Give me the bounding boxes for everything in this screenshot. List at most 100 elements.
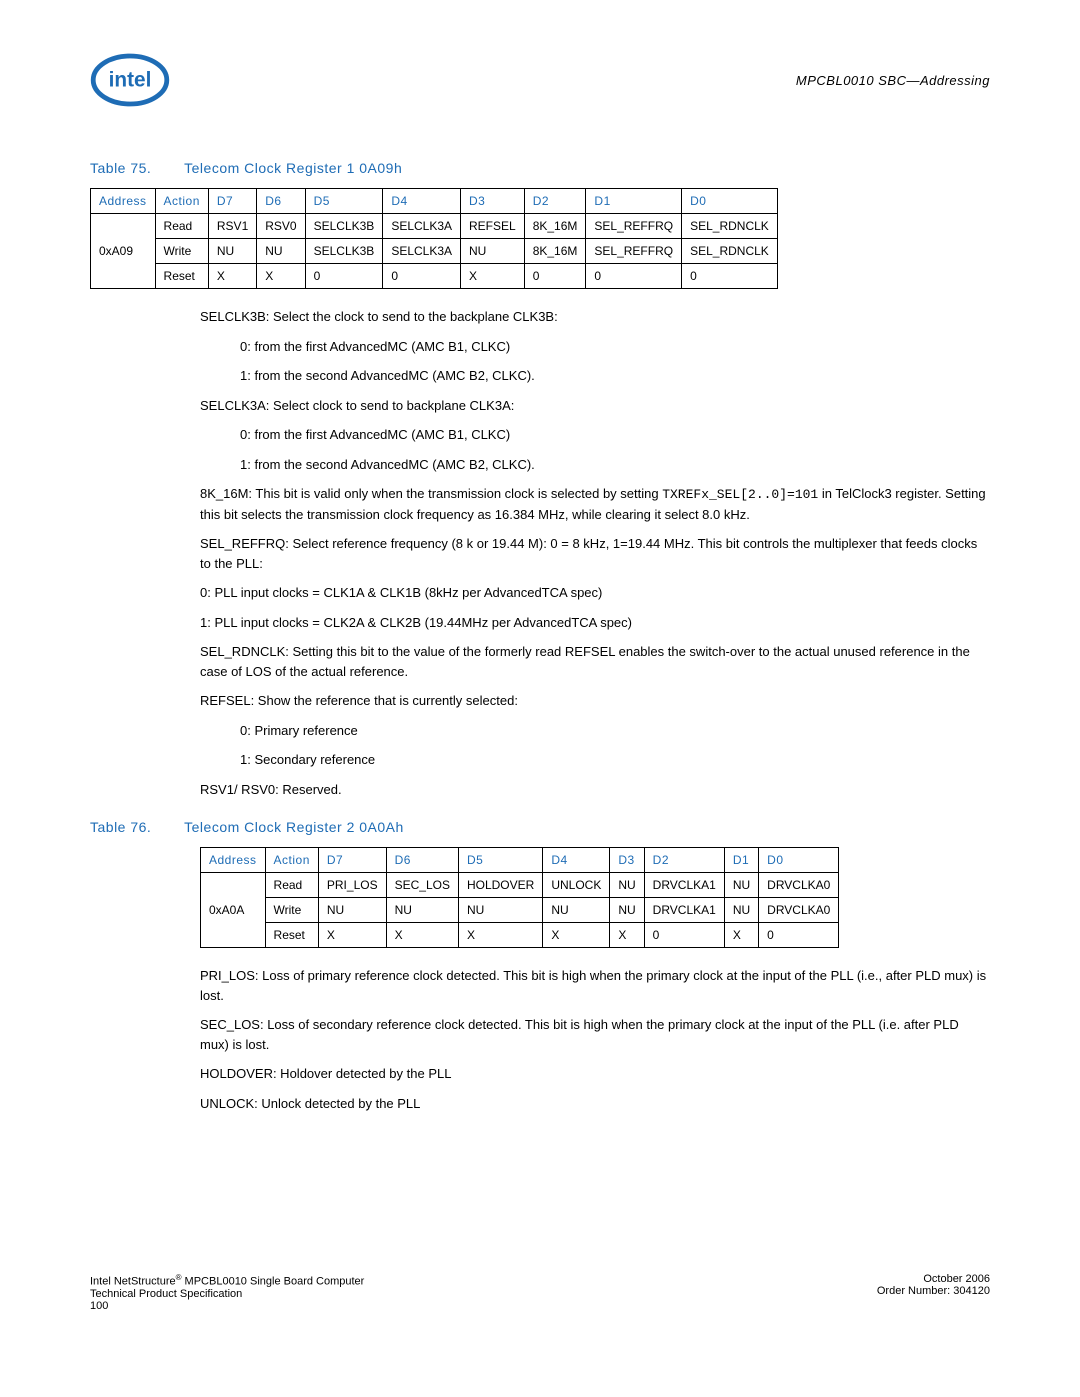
th: D4 xyxy=(383,189,461,214)
note-mono: TXREFx_SEL[2..0]=101 xyxy=(662,487,818,502)
td: 0 xyxy=(682,264,778,289)
td: NU xyxy=(724,873,758,898)
td: Write xyxy=(155,239,208,264)
td: X xyxy=(458,923,542,948)
table-row: Write NU NU SELCLK3B SELCLK3A NU 8K_16M … xyxy=(91,239,778,264)
footer-line3: 100 xyxy=(90,1300,364,1312)
td: SELCLK3B xyxy=(305,239,383,264)
td: 0 xyxy=(759,923,839,948)
td: X xyxy=(543,923,610,948)
note-span: 8K_16M: This bit is valid only when the … xyxy=(200,486,662,501)
note-p: SEC_LOS: Loss of secondary reference clo… xyxy=(200,1015,990,1054)
th: D5 xyxy=(305,189,383,214)
td: X xyxy=(724,923,758,948)
th: D0 xyxy=(759,848,839,873)
table75: Address Action D7 D6 D5 D4 D3 D2 D1 D0 0… xyxy=(90,188,778,289)
td: X xyxy=(318,923,386,948)
table75-prefix: Table 75. xyxy=(90,160,180,176)
table76-title: Table 76. Telecom Clock Register 2 0A0Ah xyxy=(90,819,990,835)
td: SEL_REFFRQ xyxy=(586,214,682,239)
intel-logo: intel xyxy=(90,50,170,110)
note-sub: 0: from the first AdvancedMC (AMC B1, CL… xyxy=(240,337,990,357)
footer-date: October 2006 xyxy=(877,1273,990,1285)
table-row: Reset X X X X X 0 X 0 xyxy=(201,923,839,948)
td: NU xyxy=(458,898,542,923)
note-sub: 0: Primary reference xyxy=(240,721,990,741)
td: X xyxy=(461,264,525,289)
footer-text: Intel NetStructure xyxy=(90,1276,176,1288)
table75-title: Table 75. Telecom Clock Register 1 0A09h xyxy=(90,160,990,176)
th: D6 xyxy=(386,848,458,873)
note-p: SEL_RDNCLK: Setting this bit to the valu… xyxy=(200,642,990,681)
td: Reset xyxy=(265,923,318,948)
note-p: HOLDOVER: Holdover detected by the PLL xyxy=(200,1064,990,1084)
td: REFSEL xyxy=(461,214,525,239)
th: D2 xyxy=(524,189,586,214)
td: 8K_16M xyxy=(524,214,586,239)
td: SELCLK3A xyxy=(383,214,461,239)
td: SEL_REFFRQ xyxy=(586,239,682,264)
td: X xyxy=(610,923,644,948)
header-doc-title: MPCBL0010 SBC—Addressing xyxy=(796,73,990,88)
th: D7 xyxy=(208,189,256,214)
td: 0 xyxy=(524,264,586,289)
td: NU xyxy=(208,239,256,264)
page: intel MPCBL0010 SBC—Addressing Table 75.… xyxy=(0,0,1080,1352)
note-p: RSV1/ RSV0: Reserved. xyxy=(200,780,990,800)
note-p: PRI_LOS: Loss of primary reference clock… xyxy=(200,966,990,1005)
td: NU xyxy=(724,898,758,923)
td: X xyxy=(257,264,305,289)
note-p: SELCLK3A: Select clock to send to backpl… xyxy=(200,396,990,416)
td: NU xyxy=(386,898,458,923)
footer-line2: Technical Product Specification xyxy=(90,1288,364,1300)
th: D0 xyxy=(682,189,778,214)
td: DRVCLKA0 xyxy=(759,898,839,923)
td: SELCLK3B xyxy=(305,214,383,239)
td: 0 xyxy=(586,264,682,289)
td: Read xyxy=(265,873,318,898)
notes76-block: PRI_LOS: Loss of primary reference clock… xyxy=(200,966,990,1113)
page-header: intel MPCBL0010 SBC—Addressing xyxy=(90,50,990,110)
td: DRVCLKA1 xyxy=(644,898,724,923)
footer-text: MPCBL0010 Single Board Computer xyxy=(182,1276,365,1288)
td: 0 xyxy=(305,264,383,289)
td: UNLOCK xyxy=(543,873,610,898)
td: NU xyxy=(610,873,644,898)
note-sub: 0: from the first AdvancedMC (AMC B1, CL… xyxy=(240,425,990,445)
td: 0 xyxy=(383,264,461,289)
td: X xyxy=(208,264,256,289)
table-row: Write NU NU NU NU NU DRVCLKA1 NU DRVCLKA… xyxy=(201,898,839,923)
note-sub: 1: from the second AdvancedMC (AMC B2, C… xyxy=(240,366,990,386)
td: SEL_RDNCLK xyxy=(682,239,778,264)
table76-prefix: Table 76. xyxy=(90,819,180,835)
note-p: REFSEL: Show the reference that is curre… xyxy=(200,691,990,711)
td: NU xyxy=(610,898,644,923)
td: NU xyxy=(461,239,525,264)
note-p: SEL_REFFRQ: Select reference frequency (… xyxy=(200,534,990,573)
th: D7 xyxy=(318,848,386,873)
table-row: 0xA0A Read PRI_LOS SEC_LOS HOLDOVER UNLO… xyxy=(201,873,839,898)
td: 0 xyxy=(644,923,724,948)
th: Action xyxy=(155,189,208,214)
page-footer: Intel NetStructure® MPCBL0010 Single Boa… xyxy=(90,1273,990,1312)
th: Address xyxy=(201,848,266,873)
table-row: 0xA09 Read RSV1 RSV0 SELCLK3B SELCLK3A R… xyxy=(91,214,778,239)
td: Write xyxy=(265,898,318,923)
th: D5 xyxy=(458,848,542,873)
svg-text:intel: intel xyxy=(109,68,152,91)
footer-order: Order Number: 304120 xyxy=(877,1285,990,1297)
td: SEL_RDNCLK xyxy=(682,214,778,239)
note-p: 0: PLL input clocks = CLK1A & CLK1B (8kH… xyxy=(200,583,990,603)
table76-wrap: Address Action D7 D6 D5 D4 D3 D2 D1 D0 0… xyxy=(200,847,990,948)
table76-header-row: Address Action D7 D6 D5 D4 D3 D2 D1 D0 xyxy=(201,848,839,873)
footer-left: Intel NetStructure® MPCBL0010 Single Boa… xyxy=(90,1273,364,1312)
td-address: 0xA09 xyxy=(91,214,156,289)
td: NU xyxy=(318,898,386,923)
th: Address xyxy=(91,189,156,214)
note-p: 1: PLL input clocks = CLK2A & CLK2B (19.… xyxy=(200,613,990,633)
td: NU xyxy=(257,239,305,264)
td: RSV0 xyxy=(257,214,305,239)
td: NU xyxy=(543,898,610,923)
table76-text: Telecom Clock Register 2 0A0Ah xyxy=(184,819,404,835)
footer-right: October 2006 Order Number: 304120 xyxy=(877,1273,990,1312)
